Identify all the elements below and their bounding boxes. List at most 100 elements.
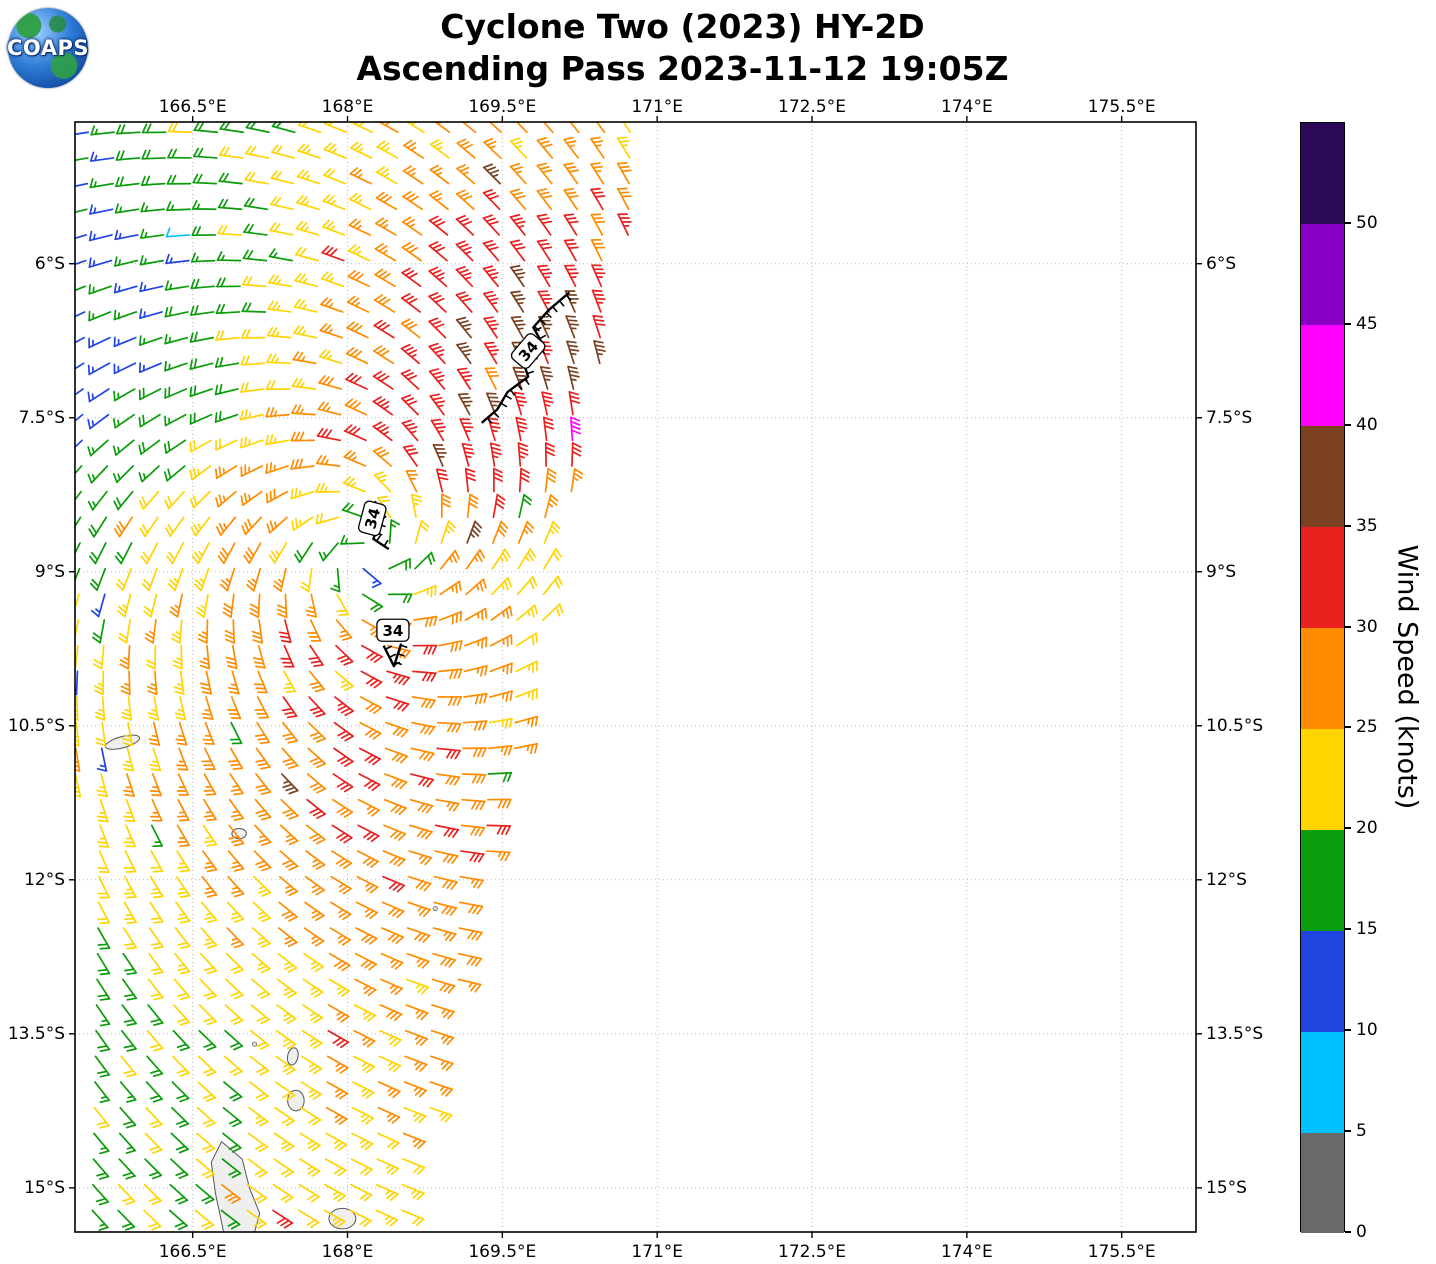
wind-barb xyxy=(402,1158,426,1175)
wind-barb xyxy=(75,490,82,502)
wind-barb xyxy=(321,245,345,262)
wind-barb xyxy=(329,901,352,921)
wind-barb xyxy=(375,217,397,236)
wind-barb xyxy=(538,315,553,339)
wind-barb xyxy=(240,490,263,506)
wind-barb xyxy=(114,229,139,241)
wind-barb xyxy=(138,439,161,455)
wind-barb xyxy=(139,308,163,319)
wind-barb xyxy=(563,136,579,159)
wind-barb xyxy=(253,875,272,897)
wind-barb xyxy=(485,392,500,416)
wind-barb xyxy=(372,421,393,442)
wind-barb xyxy=(439,580,462,596)
wind-barb xyxy=(174,696,187,721)
wind-barb xyxy=(169,1183,189,1205)
wind-barb xyxy=(514,715,539,728)
wind-barb xyxy=(276,978,297,999)
wind-barb xyxy=(197,1081,216,1102)
wind-barb xyxy=(376,166,398,185)
colorbar-tick-label: 35 xyxy=(1356,515,1378,536)
wind-barb xyxy=(569,122,580,134)
wind-barb xyxy=(227,875,245,898)
wind-barb xyxy=(482,188,501,211)
colorbar-segment-40-45 xyxy=(1301,324,1344,427)
wind-barb xyxy=(95,1029,111,1052)
wind-barb xyxy=(222,593,235,619)
wind-barb xyxy=(189,439,212,453)
wind-barb xyxy=(201,696,214,720)
wind-barb xyxy=(509,239,526,262)
wind-barb xyxy=(198,1004,217,1026)
wind-barb xyxy=(291,404,316,416)
wind-barb xyxy=(537,264,553,288)
wind-barb xyxy=(120,1055,137,1078)
wind-barb xyxy=(318,375,343,390)
wind-barb xyxy=(376,1158,400,1176)
wind-barb xyxy=(241,516,263,536)
colorbar-segment-30-35 xyxy=(1301,526,1344,629)
wind-barb xyxy=(408,850,433,866)
wind-barb xyxy=(302,978,324,998)
wind-barb xyxy=(75,413,84,422)
x-tick-label-bottom: 166.5°E xyxy=(158,1242,227,1262)
wind-barb xyxy=(460,824,486,837)
wind-barb xyxy=(148,952,164,975)
wind-barb xyxy=(246,567,261,592)
wind-barb xyxy=(491,577,512,596)
wind-barb xyxy=(240,355,266,366)
wind-barb xyxy=(176,773,190,796)
wind-barb xyxy=(113,388,136,402)
wind-barb xyxy=(513,391,527,416)
wind-barb xyxy=(140,202,165,213)
wind-barb xyxy=(189,412,213,425)
wind-barb xyxy=(75,336,85,344)
wind-barb xyxy=(460,850,485,863)
wind-barb xyxy=(165,253,190,265)
wind-barb xyxy=(219,122,244,134)
wind-barb xyxy=(352,1081,375,1099)
wind-barb xyxy=(465,578,487,596)
wind-barb xyxy=(542,122,554,134)
wind-barb xyxy=(166,201,191,212)
wind-barb xyxy=(225,952,244,974)
wind-barb xyxy=(176,798,190,822)
wind-barb xyxy=(518,494,533,519)
colorbar-segment-10-15 xyxy=(1301,930,1344,1032)
wind-barb xyxy=(118,619,131,644)
wind-barb xyxy=(97,850,110,874)
wind-barb xyxy=(352,1055,375,1074)
wind-barb xyxy=(379,1004,403,1022)
wind-barb xyxy=(410,493,423,519)
wind-barb xyxy=(276,1004,297,1024)
wind-barb xyxy=(437,695,463,706)
wind-barb xyxy=(249,1055,270,1076)
wind-barb xyxy=(543,520,561,544)
wind-barb xyxy=(119,1081,137,1103)
wind-barb xyxy=(466,493,479,519)
wind-barb xyxy=(430,418,446,442)
wind-barb xyxy=(248,1106,269,1127)
wind-barb xyxy=(168,1209,188,1231)
wind-barb xyxy=(176,850,191,873)
wind-barb xyxy=(290,431,316,442)
wind-barb xyxy=(75,157,89,162)
y-tick-label-right: 7.5°S xyxy=(1206,407,1253,428)
wind-barb xyxy=(75,182,89,188)
wind-barb xyxy=(149,875,164,899)
wind-barb xyxy=(483,316,499,339)
wind-barb xyxy=(244,171,269,185)
wind-barb xyxy=(240,382,265,393)
wind-barb xyxy=(227,670,240,695)
wind-barb xyxy=(315,512,340,525)
wind-barb xyxy=(435,468,449,493)
x-tick-label-top: 169.5°E xyxy=(468,97,537,117)
wind-barb xyxy=(240,464,264,477)
wind-barb xyxy=(265,462,289,474)
wind-barb xyxy=(431,978,456,994)
colorbar-tick xyxy=(1345,726,1351,729)
wind-barb xyxy=(164,360,188,372)
wind-barb xyxy=(378,1055,402,1073)
wind-barb xyxy=(353,1004,376,1022)
wind-barb xyxy=(455,240,474,262)
